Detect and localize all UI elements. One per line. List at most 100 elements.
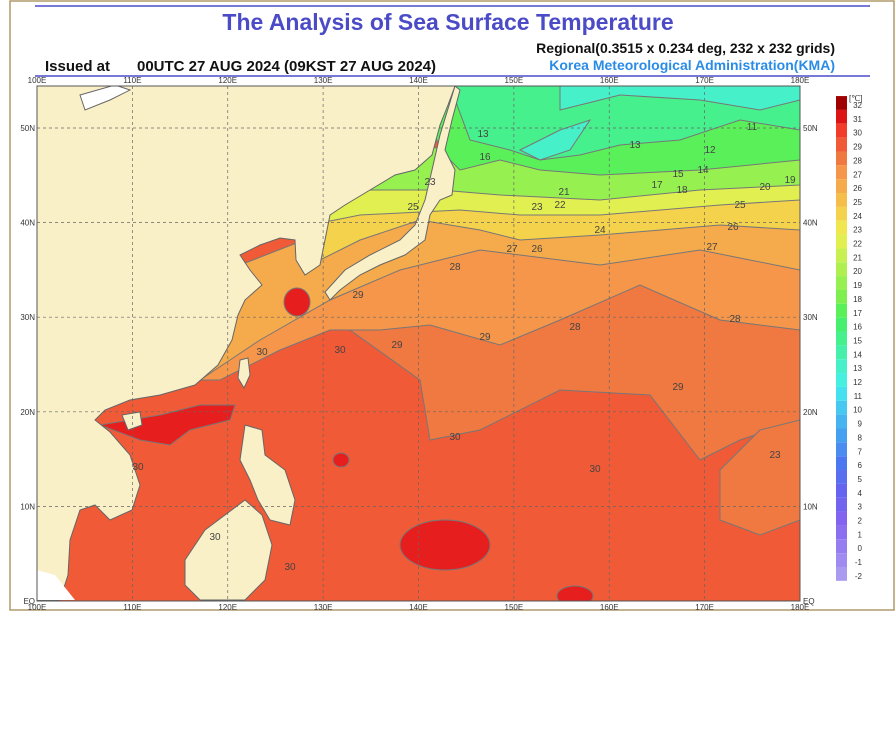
lon-label: 170E [695,76,714,85]
colorbar-label: 16 [853,323,862,332]
contour-label: 30 [449,432,461,443]
regional: Regional(0.3515 x 0.234 deg, 232 x 232 g… [536,40,835,56]
contour-label: 21 [558,187,570,198]
contour-label: 20 [759,182,771,193]
contour-label: 29 [479,332,491,343]
map-border [36,85,801,602]
map: 100E 100E 110E 110E 120E 120E 130E 130E 140E 140E… [20,76,818,612]
colorbar-box [836,511,847,526]
colorbar-box [836,220,847,235]
sst-31 [332,452,350,468]
colorbar-label: 9 [858,420,863,429]
colorbar-label: 20 [853,267,862,276]
colorbar-label: 3 [858,503,863,512]
no-data [37,570,75,600]
colorbar-label: 28 [853,156,862,165]
colorbar-box [836,345,847,360]
colorbar-box [836,566,847,581]
agency: Korea Meteorological Administration(KMA) [549,57,835,73]
colorbar-label: 8 [858,433,863,442]
colorbar-label: 1 [858,530,863,539]
contour-label: 14 [697,165,709,176]
lat-label: 40N [20,219,35,228]
sst-31 [283,287,311,317]
contour-label: 29 [352,290,364,301]
lon-label: 180E [791,603,810,612]
sst-31 [98,404,236,446]
contour-label: 30 [209,532,221,543]
lat-label: 30N [20,313,35,322]
colorbar-box [836,151,847,166]
colorbar-box [836,303,847,318]
colorbar-unit: [℃] [849,94,862,103]
colorbar-box [836,262,847,277]
lake [79,86,132,111]
colorbar-box [836,359,847,374]
colorbar-box [836,525,847,540]
lat-label: 30N [803,313,818,322]
sst-31 [399,519,491,571]
contour-label: 29 [672,382,684,393]
colorbar-label: 23 [853,226,862,235]
lat-label: EQ [23,597,35,606]
colorbar-box [836,497,847,512]
colorbar-label: 19 [853,281,862,290]
lat-label: 50N [803,124,818,133]
colorbar-label: 10 [853,406,862,415]
lon-label: 180E [791,76,810,85]
lon-label: 100E [28,603,47,612]
colorbar-label: 11 [854,392,863,401]
contour-label: 11 [747,122,758,133]
colorbar-label: 12 [853,378,862,387]
contour-label: 13 [477,129,489,140]
contour-label: 28 [729,314,741,325]
colorbar-label: 6 [858,461,863,470]
colorbar-label: 0 [858,544,863,553]
colorbar-box [836,428,847,443]
colorbar-box [836,96,847,110]
colorbar-box [836,442,847,457]
colorbar-label: -2 [855,572,863,581]
land [184,499,273,601]
contour-label: 18 [676,185,688,196]
land [324,86,461,301]
colorbar-label: 18 [853,295,862,304]
colorbar-label: 29 [853,143,862,152]
colorbar-label: 4 [858,489,863,498]
contour-label: 26 [727,222,739,233]
contour-label: 28 [569,322,581,333]
land [239,424,296,526]
colorbar-box [836,179,847,194]
contour-label: 26 [531,244,543,255]
colorbar-box [836,539,847,554]
land [237,357,251,390]
colorbar-box [836,276,847,290]
lon-label: 150E [505,603,524,612]
colorbar-box [836,289,847,304]
colorbar-box [836,400,847,415]
sst-13 [518,86,800,161]
colorbar-label: 7 [858,447,863,456]
colorbar-box [836,553,847,567]
colorbar-label: 31 [853,115,862,124]
colorbar-box [836,414,847,429]
contour-label: 29 [391,340,403,351]
colorbar-label: 5 [858,475,863,484]
colorbar-label: 27 [853,170,862,179]
colorbar-box [836,470,847,484]
contour-label: 24 [594,225,606,236]
colorbar-box [836,456,847,471]
lon-label: 100E [28,76,47,85]
colorbar-label: 15 [853,336,862,345]
lat-label: 50N [20,124,35,133]
contour-label: 23 [424,177,436,188]
lon-label: 140E [409,603,428,612]
colorbar-label: 30 [853,129,862,138]
lon-label: 130E [314,603,333,612]
contour-label: 23 [531,202,543,213]
colorbar-box [836,386,847,401]
colorbar-box [836,331,847,346]
title: The Analysis of Sea Surface Temperature [222,9,673,35]
lat-label: 20N [20,408,35,417]
contour-label: 25 [734,200,746,211]
